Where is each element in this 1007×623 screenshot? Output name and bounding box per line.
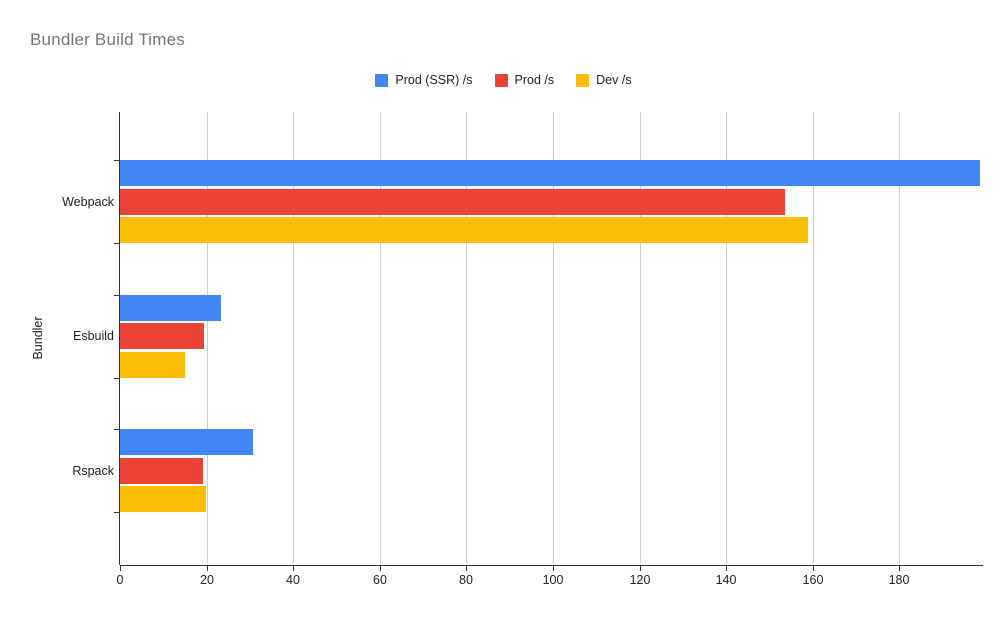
x-axis-label: 40 bbox=[286, 573, 300, 587]
legend-swatch-icon bbox=[576, 73, 590, 87]
x-axis-label: 180 bbox=[888, 573, 910, 587]
x-axis-label: 120 bbox=[629, 573, 651, 587]
legend-label: Dev /s bbox=[596, 73, 632, 87]
x-axis-tick bbox=[813, 566, 814, 571]
legend-entry-2[interactable]: Dev /s bbox=[576, 73, 632, 87]
x-axis-tick bbox=[120, 566, 121, 571]
x-axis-tick bbox=[726, 566, 727, 571]
x-axis-label: 20 bbox=[200, 573, 214, 587]
legend-entry-1[interactable]: Prod /s bbox=[494, 73, 555, 87]
bar[interactable] bbox=[120, 429, 253, 455]
y-axis-tick bbox=[114, 243, 119, 244]
bar[interactable] bbox=[120, 457, 204, 484]
y-axis-tick bbox=[114, 512, 119, 513]
bar[interactable] bbox=[120, 351, 186, 378]
y-axis-category-label: Esbuild bbox=[73, 329, 114, 343]
y-axis-tick bbox=[114, 429, 119, 430]
bar[interactable] bbox=[120, 323, 205, 349]
bar[interactable] bbox=[120, 217, 808, 243]
x-axis-label: 80 bbox=[459, 573, 473, 587]
y-axis-category-label: Rspack bbox=[72, 463, 114, 478]
bar[interactable] bbox=[120, 160, 980, 186]
y-axis-tick bbox=[114, 160, 119, 161]
legend-entry-0[interactable]: Prod (SSR) /s bbox=[375, 73, 473, 87]
x-axis-label: 0 bbox=[116, 573, 124, 587]
y-axis-category-label: Webpack bbox=[62, 194, 114, 209]
plot-area bbox=[120, 112, 983, 565]
x-axis-tick bbox=[466, 566, 467, 571]
bar[interactable] bbox=[120, 188, 786, 215]
x-axis-tick bbox=[293, 566, 294, 571]
x-axis-label: 140 bbox=[715, 573, 737, 587]
legend-swatch-icon bbox=[494, 73, 508, 87]
x-axis-label: 160 bbox=[802, 573, 824, 587]
bar[interactable] bbox=[120, 294, 222, 321]
y-axis-tick bbox=[114, 378, 119, 379]
legend-label: Prod (SSR) /s bbox=[395, 73, 473, 87]
y-axis-line bbox=[119, 112, 120, 565]
chart-legend: Prod (SSR) /s Prod /s Dev /s bbox=[0, 71, 1007, 89]
bar[interactable] bbox=[120, 486, 206, 512]
x-axis-tick bbox=[899, 566, 900, 571]
legend-swatch-icon bbox=[375, 73, 389, 87]
y-axis-title: Bundler bbox=[31, 316, 45, 360]
chart-title: Bundler Build Times bbox=[30, 30, 185, 49]
x-axis-line bbox=[120, 565, 983, 566]
x-axis-tick bbox=[553, 566, 554, 571]
x-axis-tick bbox=[207, 566, 208, 571]
x-axis-label: 100 bbox=[542, 573, 564, 587]
y-axis-tick bbox=[114, 295, 119, 296]
x-axis-tick bbox=[640, 566, 641, 571]
x-axis-tick bbox=[380, 566, 381, 571]
x-axis-label: 60 bbox=[373, 573, 387, 587]
legend-label: Prod /s bbox=[514, 73, 555, 87]
